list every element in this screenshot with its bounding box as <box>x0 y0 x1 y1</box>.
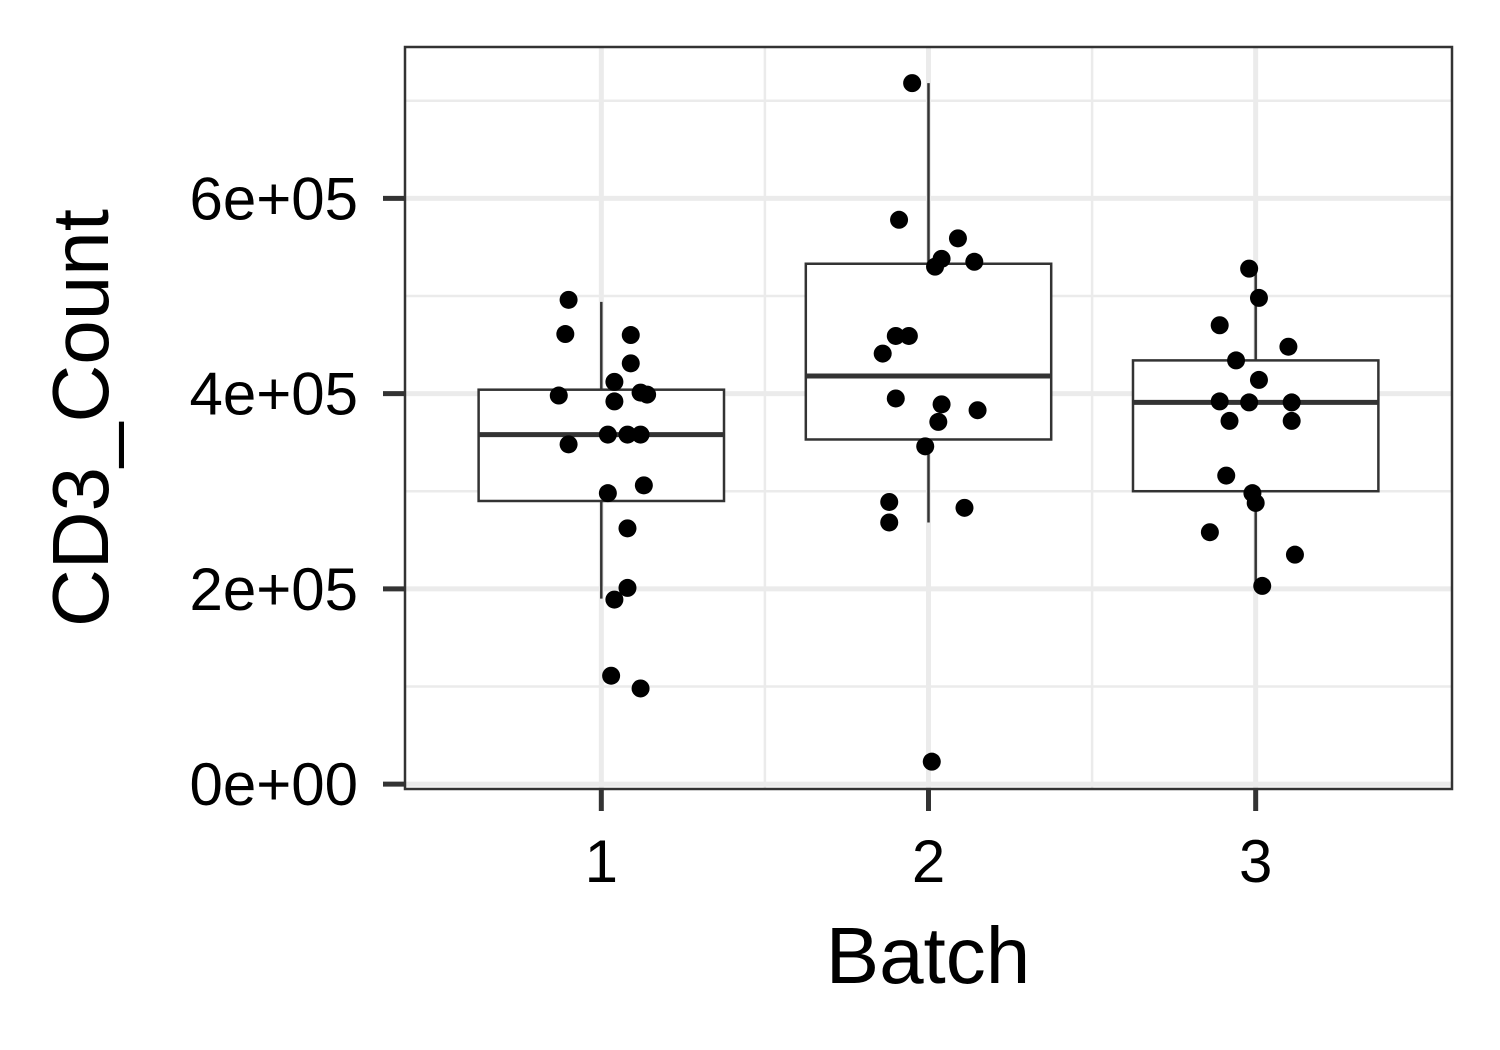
data-point <box>631 679 650 698</box>
data-point <box>873 344 892 363</box>
data-point <box>880 513 899 532</box>
data-point <box>903 74 922 93</box>
x-axis-title: Batch <box>826 911 1031 1000</box>
data-point <box>618 519 637 538</box>
data-point <box>890 210 909 229</box>
data-point <box>598 425 617 444</box>
data-point <box>618 578 637 597</box>
data-point <box>929 412 948 431</box>
data-point <box>1282 411 1301 430</box>
data-point <box>549 386 568 405</box>
data-point <box>1227 351 1246 370</box>
data-point <box>916 437 935 456</box>
data-point <box>631 425 650 444</box>
data-point <box>634 476 653 495</box>
data-point <box>1282 393 1301 412</box>
data-point <box>1253 576 1272 595</box>
data-point <box>621 326 640 345</box>
data-point <box>922 752 941 771</box>
data-point <box>1279 337 1298 356</box>
x-axis: 1 2 3 <box>585 789 1272 895</box>
data-point <box>1240 393 1259 412</box>
box-iqr <box>804 262 1053 441</box>
box-batch-1 <box>477 301 726 599</box>
data-point <box>1246 493 1265 512</box>
boxes <box>477 83 1380 599</box>
data-point <box>559 290 578 309</box>
data-point <box>968 401 987 420</box>
data-point <box>886 389 905 408</box>
data-point <box>886 326 905 345</box>
data-point <box>621 354 640 373</box>
data-point <box>638 385 657 404</box>
data-point <box>605 372 624 391</box>
data-point <box>1249 370 1268 389</box>
data-point <box>965 252 984 271</box>
x-tick-label: 2 <box>912 828 945 895</box>
x-tick-label: 1 <box>585 828 618 895</box>
data-point <box>1200 523 1219 542</box>
data-point <box>1285 545 1304 564</box>
data-point <box>932 395 951 414</box>
data-point <box>556 325 575 344</box>
data-point <box>559 435 578 454</box>
data-point <box>880 492 899 511</box>
data-point <box>605 392 624 411</box>
data-point <box>1217 466 1236 485</box>
data-point <box>598 484 617 503</box>
data-point <box>1220 411 1239 430</box>
data-point <box>955 498 974 517</box>
y-axis-title: CD3_Count <box>36 209 125 627</box>
y-tick-label: 0e+00 <box>189 751 358 818</box>
data-point <box>1240 259 1259 278</box>
data-point <box>1210 316 1229 335</box>
data-point <box>926 257 945 276</box>
x-tick-label: 3 <box>1239 828 1272 895</box>
data-point <box>1210 392 1229 411</box>
box-batch-2 <box>804 83 1053 523</box>
y-tick-label: 2e+05 <box>189 556 358 623</box>
data-point <box>618 425 637 444</box>
box-iqr <box>477 388 726 503</box>
y-tick-label: 4e+05 <box>189 361 358 428</box>
data-point <box>948 229 967 248</box>
data-points <box>549 74 1304 771</box>
data-point <box>602 666 621 685</box>
data-point <box>899 326 918 345</box>
y-tick-label: 6e+05 <box>189 165 358 232</box>
data-point <box>605 590 624 609</box>
y-axis: 0e+00 2e+05 4e+05 6e+05 <box>189 165 405 818</box>
data-point <box>1249 288 1268 307</box>
